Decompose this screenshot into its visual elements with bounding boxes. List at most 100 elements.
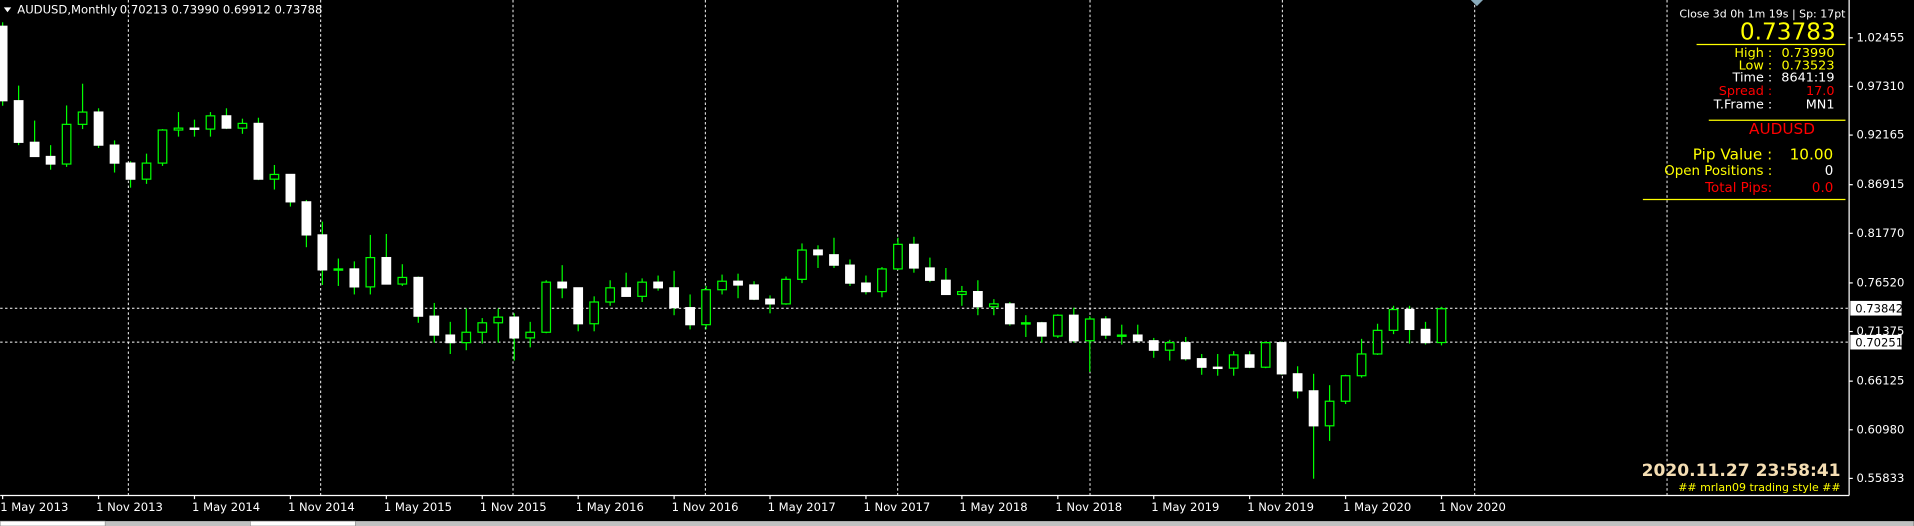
candle-body bbox=[893, 243, 903, 270]
plot bbox=[0, 0, 1850, 496]
candle-body bbox=[1164, 342, 1175, 351]
candle-body bbox=[1116, 334, 1127, 337]
open-positions-value: 0 bbox=[1825, 164, 1834, 179]
low-value: 0.73523 bbox=[1782, 58, 1835, 73]
y-tick-label: 0.55833 bbox=[1856, 471, 1904, 485]
current-price: 0.73783 bbox=[1740, 18, 1836, 45]
x-tick-label: 1 May 2018 bbox=[959, 500, 1027, 514]
total-pips-label: Total Pips: bbox=[1704, 181, 1772, 196]
candle-body bbox=[861, 282, 871, 293]
y-tick-label: 0.92165 bbox=[1856, 128, 1904, 142]
price-label: 0.70251 bbox=[1855, 335, 1903, 349]
candle-body bbox=[1404, 308, 1415, 331]
candle-body bbox=[941, 279, 951, 296]
timeframe-value: MN1 bbox=[1806, 97, 1835, 112]
candle-body bbox=[269, 173, 280, 180]
candle-body bbox=[845, 264, 855, 284]
candle-body bbox=[1276, 342, 1287, 375]
candle-body bbox=[1100, 318, 1111, 336]
candle-body bbox=[285, 173, 296, 203]
y-tick-label: 0.60980 bbox=[1856, 422, 1904, 436]
candle-body bbox=[237, 122, 248, 129]
candle-body bbox=[1388, 308, 1399, 331]
candle-body bbox=[125, 162, 136, 180]
x-tick-label: 1 May 2020 bbox=[1343, 500, 1411, 514]
candle-body bbox=[221, 115, 232, 129]
candle-body bbox=[1292, 373, 1303, 392]
candle-body bbox=[1356, 353, 1367, 377]
candle-body bbox=[61, 123, 72, 165]
x-tick-label: 1 May 2016 bbox=[576, 500, 644, 514]
x-tick-label: 1 Nov 2019 bbox=[1247, 500, 1314, 514]
x-tick-label: 1 Nov 2013 bbox=[96, 500, 163, 514]
candle-body bbox=[781, 278, 791, 305]
x-tick-label: 1 Nov 2016 bbox=[672, 500, 739, 514]
symbol-title: AUDUSD,Monthly bbox=[17, 2, 117, 16]
candle-body bbox=[381, 256, 392, 285]
x-tick-label: 1 May 2013 bbox=[0, 500, 68, 514]
candle-body bbox=[749, 284, 759, 300]
price-label: 0.73842 bbox=[1855, 301, 1903, 315]
candle-body bbox=[1340, 375, 1351, 402]
shift-marker[interactable] bbox=[1470, 0, 1483, 7]
candle-body bbox=[1420, 328, 1431, 344]
candle-body bbox=[972, 291, 983, 308]
high-value: 0.73990 bbox=[1782, 46, 1835, 61]
y-tick-label: 0.86915 bbox=[1856, 177, 1904, 191]
candle-body bbox=[797, 249, 807, 280]
total-pips-value: 0.0 bbox=[1812, 181, 1833, 196]
ohlc-text: 0.70213 0.73990 0.69912 0.73788 bbox=[120, 2, 323, 16]
y-tick-label: 0.81770 bbox=[1856, 226, 1904, 240]
x-tick-label: 1 May 2017 bbox=[768, 500, 836, 514]
tab[interactable] bbox=[0, 520, 106, 526]
low-label: Low : bbox=[1739, 58, 1773, 73]
candle-body bbox=[653, 281, 664, 289]
candle-body bbox=[573, 287, 584, 325]
candle-body bbox=[429, 315, 440, 336]
candle-body bbox=[1132, 334, 1143, 342]
candle-body bbox=[733, 280, 743, 286]
timeframe-label: T.Frame : bbox=[1713, 97, 1773, 112]
candle-body bbox=[365, 256, 376, 288]
countdown: Close 3d 0h 1m 19s | Sp: 17pt bbox=[1679, 8, 1846, 21]
candle-body bbox=[1052, 314, 1063, 337]
candle-body bbox=[1244, 354, 1255, 368]
candle-body bbox=[109, 144, 120, 164]
x-tick-label: 1 May 2014 bbox=[192, 500, 260, 514]
candle-body bbox=[1004, 303, 1015, 325]
candle-body bbox=[301, 201, 312, 236]
candle-body bbox=[509, 316, 520, 339]
tab[interactable] bbox=[250, 520, 356, 526]
candle-body bbox=[1436, 308, 1447, 344]
candle-body bbox=[1036, 322, 1047, 337]
candle-body bbox=[1324, 400, 1335, 427]
time-value: 8641:19 bbox=[1781, 71, 1834, 86]
candle-body bbox=[93, 111, 104, 146]
candle-body bbox=[461, 331, 472, 344]
candle-body bbox=[557, 281, 568, 289]
candle-body bbox=[829, 254, 839, 266]
info-panel: Close 3d 0h 1m 19s | Sp: 17pt 0.73783 Hi… bbox=[1642, 8, 1847, 495]
candle-body bbox=[605, 287, 616, 303]
candle-body bbox=[669, 287, 679, 309]
panel-symbol: AUDUSD bbox=[1749, 120, 1815, 138]
pip-value-label: Pip Value : bbox=[1693, 145, 1773, 163]
candle-body bbox=[77, 111, 88, 125]
candle-body bbox=[349, 268, 360, 288]
candle-body bbox=[413, 276, 424, 317]
candle-body bbox=[717, 280, 727, 291]
candle-body bbox=[1180, 342, 1191, 360]
candle-body bbox=[1308, 390, 1319, 427]
candle-body bbox=[1228, 354, 1239, 369]
candle-body bbox=[685, 307, 695, 326]
candle-body bbox=[813, 249, 823, 256]
open-positions-label: Open Positions : bbox=[1664, 164, 1772, 179]
menu-arrow[interactable] bbox=[3, 7, 12, 13]
time-label: Time : bbox=[1732, 71, 1773, 86]
x-tick-label: 1 Nov 2020 bbox=[1439, 500, 1506, 514]
x-tick-label: 1 May 2019 bbox=[1151, 500, 1219, 514]
candle-body bbox=[13, 100, 24, 143]
candle-body bbox=[925, 267, 935, 281]
